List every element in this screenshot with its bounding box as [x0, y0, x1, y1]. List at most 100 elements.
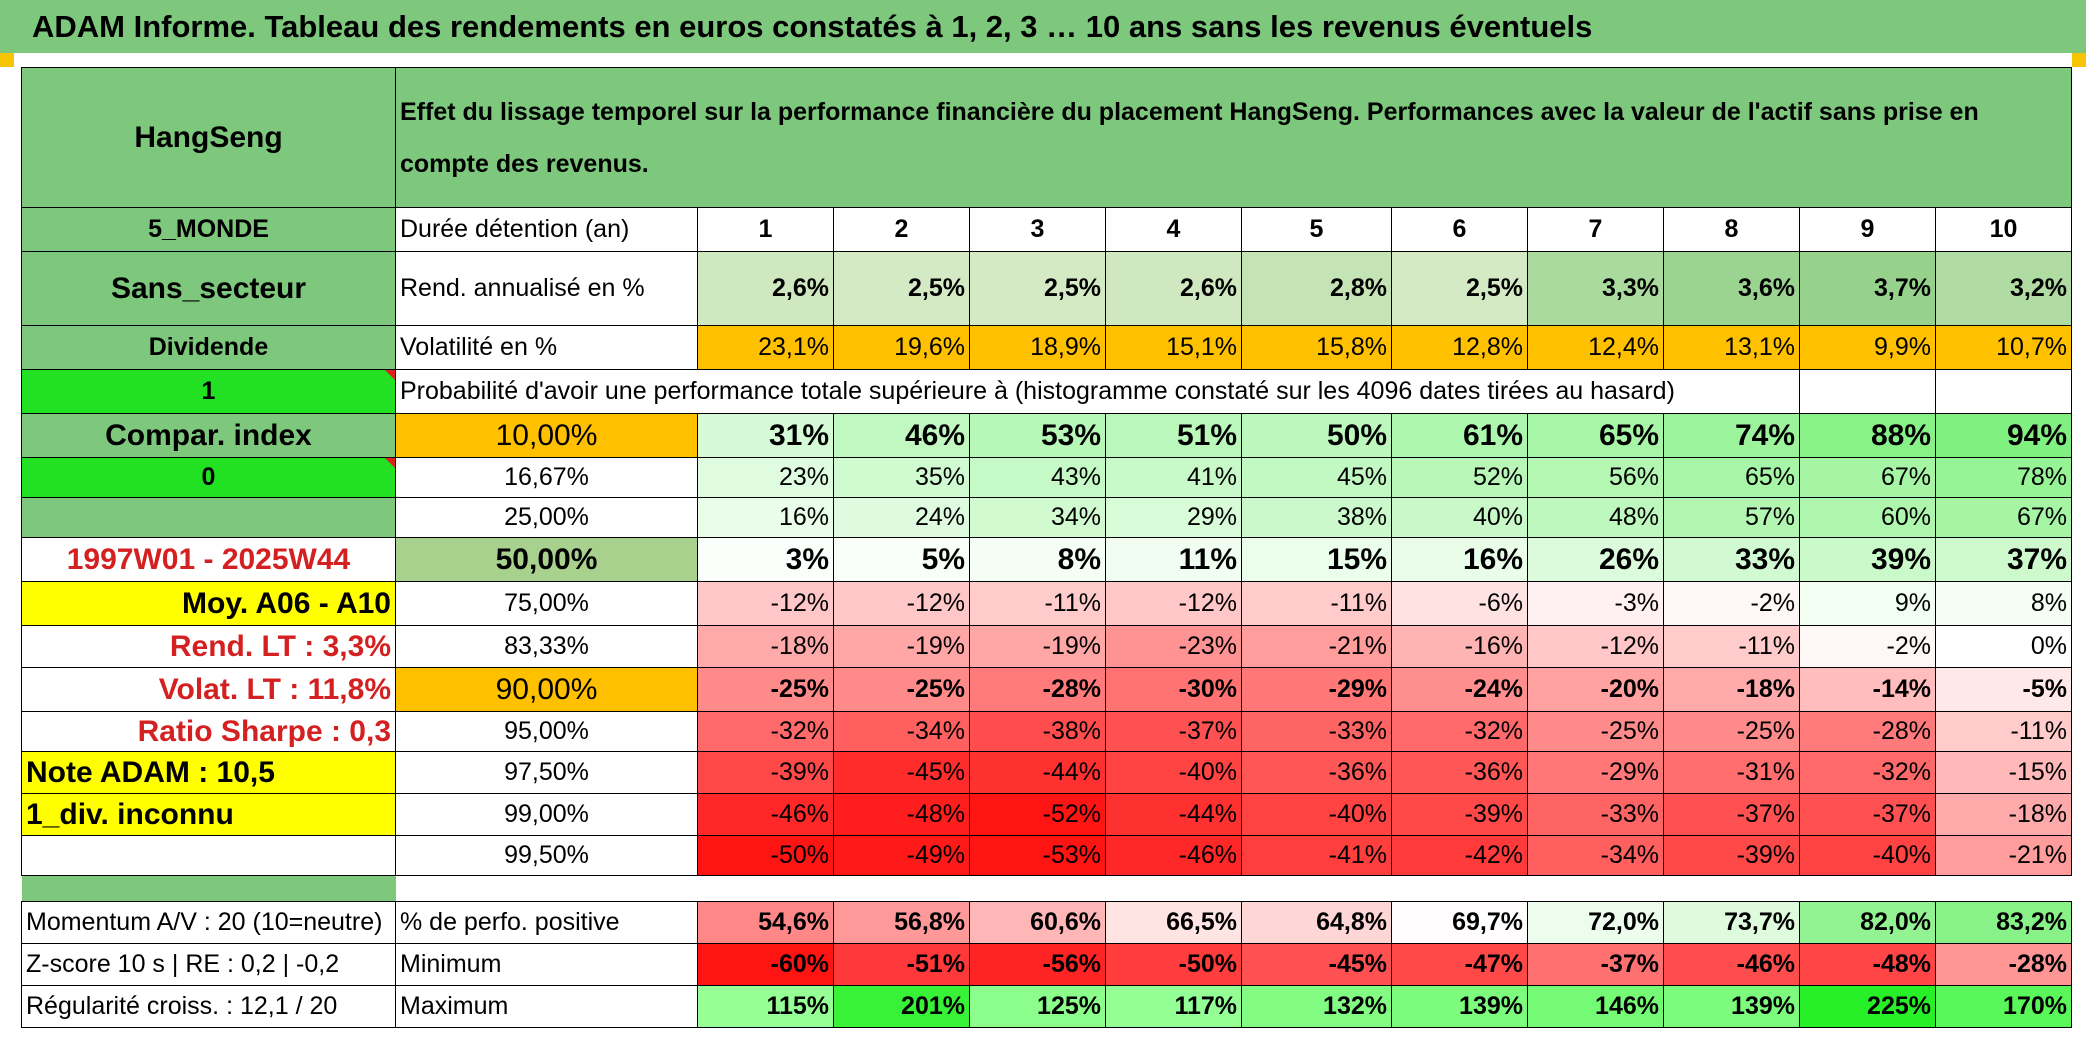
probability-value: 34%	[969, 497, 1106, 538]
performance-table: HangSeng Effet du lissage temporel sur l…	[21, 67, 2072, 1028]
probability-value: -45%	[833, 751, 970, 794]
probability-value: -29%	[1527, 751, 1664, 794]
maximum-value: 115%	[697, 985, 834, 1028]
probability-row: 25,00% 16% 24% 34% 29% 38% 40% 48% 57% 60% 67%	[21, 497, 2072, 538]
probability-value: -12%	[833, 581, 970, 626]
probability-caption: Probabilité d'avoir une performance tota…	[395, 369, 1800, 414]
year-header: 9	[1799, 207, 1936, 252]
probability-value: 43%	[969, 457, 1106, 498]
probability-row: 99,50% -50% -49% -53% -46% -41% -42% -34% -39% -4…	[21, 835, 2072, 876]
probability-value: 51%	[1105, 413, 1242, 458]
probability-row: Volat. LT : 11,8% 90,00% -25% -25% -28% -30% -…	[21, 667, 2072, 712]
maximum-label: Maximum	[395, 985, 698, 1028]
probability-value: -16%	[1391, 625, 1528, 668]
probability-value: 0%	[1935, 625, 2072, 668]
probability-value: 8%	[969, 537, 1106, 582]
probability-value: -36%	[1241, 751, 1392, 794]
probability-value: -37%	[1663, 793, 1800, 836]
volatility-row: Dividende Volatilité en % 23,1% 19,6% 18,9% 1…	[21, 325, 2072, 370]
probability-value: -19%	[969, 625, 1106, 668]
probability-value: 60%	[1799, 497, 1936, 538]
probability-value: -11%	[1241, 581, 1392, 626]
probability-row: Ratio Sharpe : 0,3 95,00% -32% -34% -38% -37%…	[21, 711, 2072, 752]
volatility-label: Volatilité en %	[395, 325, 698, 370]
probability-value: -2%	[1663, 581, 1800, 626]
probability-value: -37%	[1799, 793, 1936, 836]
positive-value: 69,7%	[1391, 901, 1528, 944]
probability-value: 31%	[697, 413, 834, 458]
report-banner: ADAM Informe. Tableau des rendements en …	[0, 0, 2086, 53]
empty-cell	[1935, 369, 2072, 414]
dividend-info: 1_div. inconnu	[21, 793, 396, 836]
positive-value: 56,8%	[833, 901, 970, 944]
probability-value: -50%	[697, 835, 834, 876]
probability-value: 40%	[1391, 497, 1528, 538]
probability-value: -44%	[1105, 793, 1242, 836]
maximum-value: 201%	[833, 985, 970, 1028]
probability-value: -30%	[1105, 667, 1242, 712]
probability-value: -41%	[1241, 835, 1392, 876]
positive-row: Momentum A/V : 20 (10=neutre)% de perfo.…	[21, 901, 2072, 944]
volatility-value: 15,8%	[1241, 325, 1392, 370]
selector-value-zero: 0	[21, 457, 396, 498]
threshold-level: 25,00%	[395, 497, 698, 538]
probability-value: 26%	[1527, 537, 1664, 582]
probability-value: 50%	[1241, 413, 1392, 458]
probability-row: Compar. index 10,00% 31% 46% 53% 51% 50% 61% 65%…	[21, 413, 2072, 458]
probability-value: -34%	[833, 711, 970, 752]
return-value: 2,6%	[697, 251, 834, 326]
long-term-return: Rend. LT : 3,3%	[21, 625, 396, 668]
probability-row: 0 16,67% 23% 35% 43% 41% 45% 52% 56% 65% 67% 78%	[21, 457, 2072, 498]
volatility-value: 19,6%	[833, 325, 970, 370]
probability-value: 24%	[833, 497, 970, 538]
probability-value: 9%	[1799, 581, 1936, 626]
probability-value: -12%	[1105, 581, 1242, 626]
probability-value: -28%	[1799, 711, 1936, 752]
probability-value: 52%	[1391, 457, 1528, 498]
probability-value: -44%	[969, 751, 1106, 794]
probability-value: -18%	[1935, 793, 2072, 836]
volatility-value: 13,1%	[1663, 325, 1800, 370]
probability-value: -39%	[1391, 793, 1528, 836]
probability-value: -49%	[833, 835, 970, 876]
sharpe-ratio: Ratio Sharpe : 0,3	[21, 711, 396, 752]
probability-value: -12%	[1527, 625, 1664, 668]
minimum-value: -50%	[1105, 943, 1242, 986]
probability-value: 74%	[1663, 413, 1800, 458]
maximum-value: 139%	[1391, 985, 1528, 1028]
period-label: 1997W01 - 2025W44	[21, 537, 396, 582]
empty-cell	[21, 835, 396, 876]
probability-value: 78%	[1935, 457, 2072, 498]
volatility-value: 15,1%	[1105, 325, 1242, 370]
year-header: 10	[1935, 207, 2072, 252]
maximum-value: 132%	[1241, 985, 1392, 1028]
probability-value: -3%	[1527, 581, 1664, 626]
probability-value: -33%	[1241, 711, 1392, 752]
regularity-label: Régularité croiss. : 12,1 / 20	[21, 985, 396, 1028]
probability-value: -32%	[1799, 751, 1936, 794]
probability-value: -20%	[1527, 667, 1664, 712]
probability-value: 45%	[1241, 457, 1392, 498]
probability-value: -5%	[1935, 667, 2072, 712]
probability-value: -25%	[697, 667, 834, 712]
minimum-value: -46%	[1663, 943, 1800, 986]
probability-value: 11%	[1105, 537, 1242, 582]
return-value: 3,2%	[1935, 251, 2072, 326]
return-value: 2,5%	[833, 251, 970, 326]
probability-value: -36%	[1391, 751, 1528, 794]
year-header: 2	[833, 207, 970, 252]
probability-value: -42%	[1391, 835, 1528, 876]
minimum-value: -47%	[1391, 943, 1528, 986]
year-header: 8	[1663, 207, 1800, 252]
probability-value: -52%	[969, 793, 1106, 836]
return-value: 2,6%	[1105, 251, 1242, 326]
probability-row: 1_div. inconnu 99,00% -46% -48% -52% -44% -40%…	[21, 793, 2072, 836]
minimum-row: Z-score 10 s | RE : 0,2 | -0,2 Minimum -60…	[21, 943, 2072, 986]
probability-value: -18%	[1663, 667, 1800, 712]
maximum-value: 146%	[1527, 985, 1664, 1028]
asset-name: HangSeng	[21, 67, 396, 208]
probability-value: -40%	[1241, 793, 1392, 836]
probability-value: -14%	[1799, 667, 1936, 712]
region-label: 5_MONDE	[21, 207, 396, 252]
probability-value: 57%	[1663, 497, 1800, 538]
